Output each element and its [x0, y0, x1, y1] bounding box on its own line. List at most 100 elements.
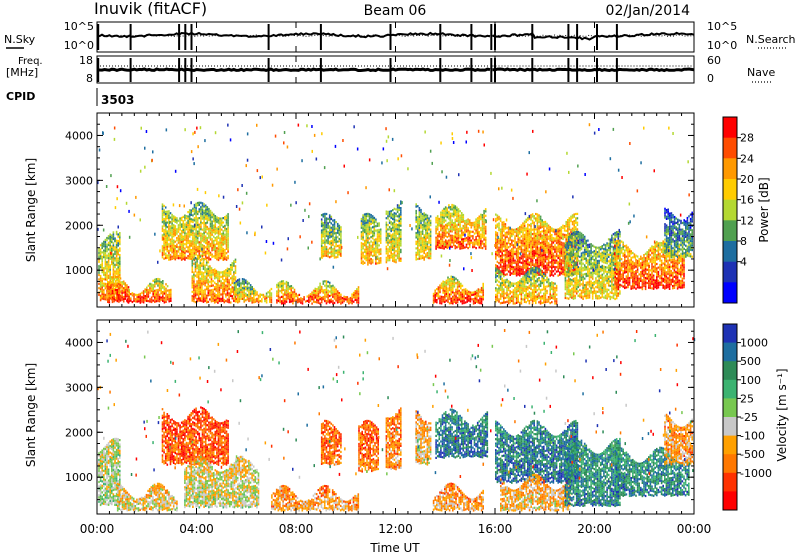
range-gate-cell: [571, 214, 574, 217]
range-gate-cell: [210, 289, 213, 292]
range-gate-cell: [515, 232, 518, 235]
range-gate-cell: [196, 289, 198, 292]
range-gate-cell: [441, 233, 444, 236]
range-gate-cell: [429, 215, 432, 218]
range-gate-cell: [519, 272, 521, 275]
range-gate-cell: [225, 223, 228, 226]
range-gate-cell: [560, 237, 563, 240]
range-gate-cell: [495, 231, 497, 234]
range-gate-cell: [530, 249, 532, 252]
range-gate-cell: [547, 250, 550, 254]
range-gate-cell: [393, 229, 396, 232]
range-gate-cell: [536, 224, 539, 227]
range-gate-cell: [172, 219, 175, 222]
range-gate-cell: [158, 282, 161, 285]
range-gate-cell: [119, 247, 121, 250]
range-gate-cell: [193, 252, 196, 255]
range-gate-cell: [229, 277, 232, 280]
range-gate-cell: [196, 280, 198, 283]
range-gate-cell: [269, 298, 271, 301]
range-gate-cell: [454, 220, 457, 223]
range-gate-cell: [196, 256, 199, 260]
range-gate-cell: [575, 221, 577, 224]
range-gate-cell: [202, 280, 205, 284]
range-gate-cell: [225, 232, 228, 235]
range-gate-cell: [204, 250, 207, 253]
range-gate-cell: [154, 289, 156, 292]
range-gate-cell: [503, 241, 505, 244]
range-gate-cell: [527, 245, 529, 248]
range-gate-cell: [388, 239, 391, 242]
range-gate-cell: [101, 264, 103, 267]
range-gate-cell: [517, 244, 519, 247]
range-gate-cell: [501, 245, 503, 248]
range-gate-cell: [330, 250, 333, 254]
range-gate-cell: [451, 241, 453, 244]
range-gate-cell: [168, 258, 170, 261]
range-gate-cell: [482, 291, 484, 294]
range-gate-cell: [466, 291, 468, 294]
range-gate-cell: [226, 276, 229, 279]
range-gate-cell: [196, 212, 199, 216]
range-gate-cell: [200, 206, 202, 209]
range-gate-cell: [185, 232, 188, 235]
range-gate-cell: [220, 237, 223, 240]
range-gate-cell: [200, 212, 202, 215]
range-gate-cell: [371, 235, 374, 238]
range-gate-cell: [436, 215, 439, 218]
range-gate-cell: [174, 227, 177, 230]
range-gate-cell: [108, 285, 111, 289]
range-gate-cell: [496, 247, 499, 250]
range-gate-cell: [205, 288, 208, 291]
range-gate-cell: [187, 237, 189, 240]
range-gate-cell: [573, 268, 575, 271]
range-gate-cell: [546, 222, 548, 225]
range-gate-cell: [222, 230, 225, 233]
range-gate-cell: [365, 241, 368, 244]
range-gate-cell: [360, 242, 363, 245]
range-gate-cell: [570, 228, 572, 231]
range-gate-cell: [457, 241, 460, 244]
range-gate-cell: [554, 228, 556, 231]
range-gate-cell: [245, 294, 247, 297]
range-gate-cell: [221, 273, 224, 276]
range-gate-cell: [456, 208, 458, 211]
range-gate-cell: [533, 256, 535, 259]
range-gate-cell: [251, 292, 253, 295]
range-gate-cell: [465, 239, 468, 242]
range-gate-cell: [220, 252, 223, 255]
range-gate-cell: [547, 242, 550, 245]
range-gate-cell: [368, 219, 371, 222]
range-gate-cell: [191, 264, 194, 267]
range-gate-cell: [320, 290, 323, 293]
range-gate-cell: [560, 270, 563, 273]
range-gate-cell: [164, 254, 167, 257]
range-gate-cell: [213, 275, 216, 278]
range-gate-cell: [222, 254, 225, 257]
range-gate-cell: [193, 300, 195, 303]
range-gate-cell: [197, 275, 200, 278]
range-gate-cell: [241, 289, 244, 292]
range-gate-cell: [128, 295, 130, 298]
range-gate-cell: [464, 246, 466, 249]
range-gate-cell: [216, 255, 218, 259]
range-gate-cell: [191, 270, 194, 274]
range-gate-cell: [567, 223, 569, 226]
range-gate-cell: [106, 245, 108, 248]
range-gate-cell: [184, 258, 186, 261]
range-gate-cell: [560, 245, 563, 249]
range-gate-cell: [365, 226, 368, 229]
range-gate-cell: [320, 247, 323, 250]
range-gate-cell: [328, 234, 331, 237]
range-gate-cell: [356, 288, 358, 291]
range-gate-cell: [375, 225, 377, 228]
range-gate-cell: [215, 296, 218, 299]
range-gate-cell: [390, 249, 392, 252]
range-gate-cell: [187, 239, 189, 242]
range-gate-cell: [378, 224, 380, 227]
range-gate-cell: [565, 264, 567, 268]
range-gate-cell: [444, 296, 446, 299]
range-gate-cell: [270, 292, 273, 295]
range-gate-cell: [527, 260, 529, 264]
range-gate-cell: [392, 255, 394, 258]
